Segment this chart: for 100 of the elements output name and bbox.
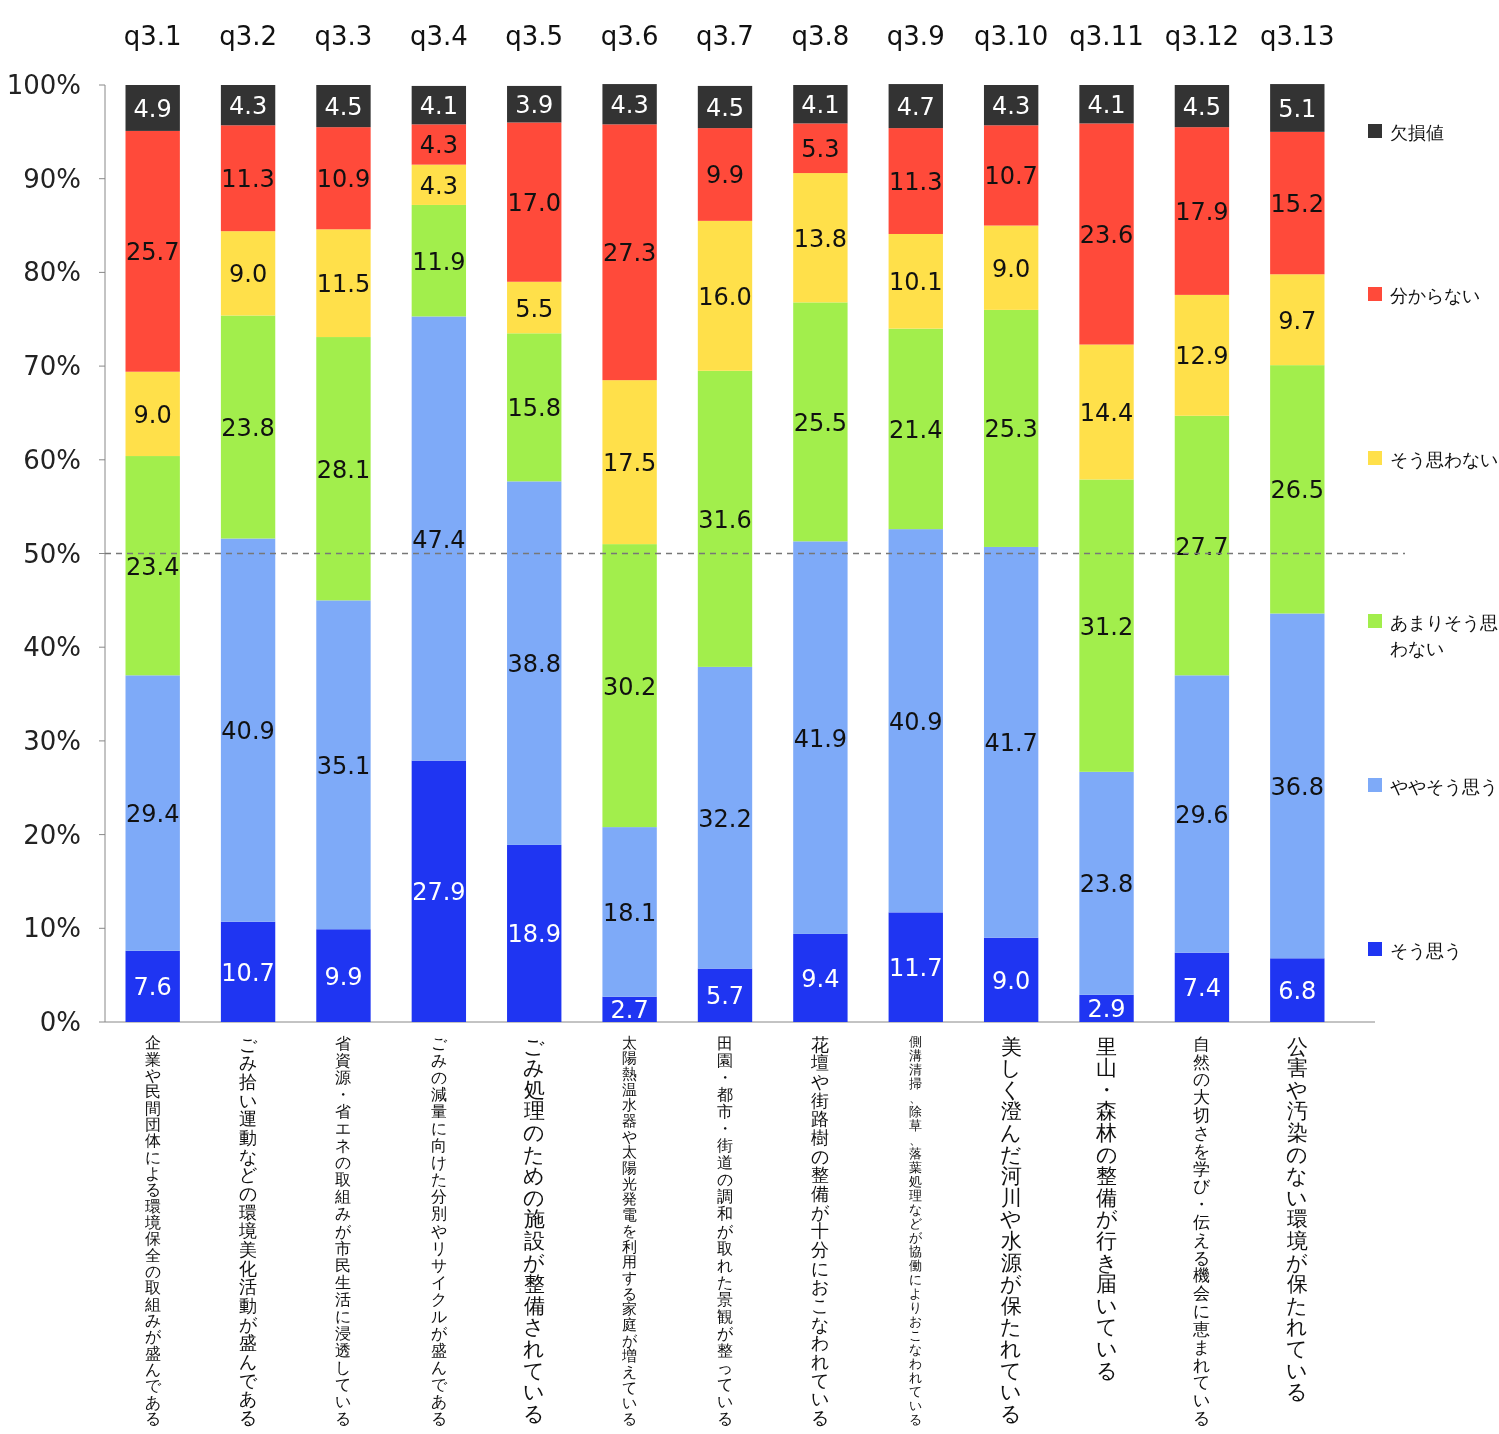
y-tick-label: 30% xyxy=(23,725,81,756)
data-label: 10.1 xyxy=(889,268,943,297)
data-label: 36.8 xyxy=(1270,772,1325,801)
bar xyxy=(220,125,276,232)
data-label: 9.7 xyxy=(1278,306,1317,335)
data-label: 9.9 xyxy=(705,161,745,190)
y-tick-label: 0% xyxy=(39,1007,81,1037)
data-label: 18.9 xyxy=(507,920,561,949)
data-label: 32.2 xyxy=(698,804,752,833)
data-label: 9.0 xyxy=(992,966,1031,995)
data-label: 7.4 xyxy=(1182,974,1222,1003)
bar xyxy=(1174,127,1230,295)
text: q3.5 xyxy=(505,21,564,51)
bar xyxy=(1079,771,1134,995)
bar xyxy=(1079,85,1134,124)
bar xyxy=(1270,274,1325,366)
data-label: 4.3 xyxy=(228,92,268,121)
data-label: 4.1 xyxy=(1087,91,1126,120)
bar xyxy=(697,666,753,969)
y-tick-label: 50% xyxy=(23,538,81,569)
data-label: 4.1 xyxy=(801,91,840,120)
data-label: 4.3 xyxy=(992,92,1031,121)
data-label: 11.5 xyxy=(316,270,371,299)
data-label: 25.5 xyxy=(793,408,848,437)
data-label: 35.1 xyxy=(316,751,371,780)
bar xyxy=(125,130,180,372)
bar xyxy=(1079,344,1134,480)
category-label: 花壇や街路樹の整備が十分におこなわれている xyxy=(811,1033,830,1428)
bar xyxy=(793,302,848,542)
bar xyxy=(888,233,943,329)
text: q3.1 xyxy=(123,21,182,51)
data-label: 15.8 xyxy=(507,394,561,423)
data-label: 13.8 xyxy=(793,224,848,253)
data-label: 2.7 xyxy=(610,996,649,1025)
data-label: 5.7 xyxy=(705,982,745,1011)
data-label: 7.6 xyxy=(133,973,172,1002)
data-label: 5.1 xyxy=(1278,94,1317,123)
data-label: 9.0 xyxy=(992,254,1031,283)
bar xyxy=(411,760,467,1022)
data-label: 9.0 xyxy=(228,260,268,289)
data-label: 29.4 xyxy=(125,800,180,829)
category-label: 里山・森林の整備が行き届いている xyxy=(1095,1034,1118,1383)
legend-label: ややそう思う xyxy=(1390,776,1498,797)
bar xyxy=(316,127,371,230)
legend-label: 分からない xyxy=(1390,285,1480,306)
bar xyxy=(507,844,562,1022)
bar xyxy=(793,85,848,124)
bar xyxy=(125,371,180,457)
bar xyxy=(888,328,943,530)
data-label: 47.4 xyxy=(412,525,466,554)
bar xyxy=(411,316,467,761)
data-label: 4.9 xyxy=(133,94,172,123)
text: q3.12 xyxy=(1164,21,1240,51)
bar xyxy=(316,85,371,128)
data-label: 18.1 xyxy=(602,898,657,927)
y-tick-label: 70% xyxy=(23,351,81,382)
bar xyxy=(602,124,657,381)
category-label: 側溝清掃、除草、落葉処理などが協働によりおこなわれている xyxy=(909,1034,923,1427)
bar xyxy=(1270,84,1325,132)
bar xyxy=(220,231,276,316)
text: q3.2 xyxy=(219,21,278,51)
data-label: 9.4 xyxy=(801,964,840,993)
text: q3.7 xyxy=(696,21,754,51)
text: q3.8 xyxy=(791,21,850,51)
category-label: 田園・都市・街道の調和が取れた景観が整っている xyxy=(717,1034,733,1428)
data-label: 41.9 xyxy=(793,724,848,753)
data-label: 23.8 xyxy=(1079,870,1134,899)
text: q3.10 xyxy=(973,21,1049,51)
bar xyxy=(888,529,943,913)
bar xyxy=(1270,958,1325,1022)
data-label: 11.3 xyxy=(221,165,275,194)
data-label: 2.9 xyxy=(1087,995,1126,1024)
bar xyxy=(983,937,1039,1022)
text: q3.11 xyxy=(1069,21,1144,51)
bar xyxy=(983,546,1039,938)
data-label: 4.5 xyxy=(324,93,363,122)
bar xyxy=(316,337,371,601)
data-label: 40.9 xyxy=(889,707,943,736)
bar xyxy=(888,912,943,1022)
bar xyxy=(793,123,848,174)
y-tick-label: 10% xyxy=(23,913,81,944)
bar xyxy=(220,921,276,1022)
data-label: 27.9 xyxy=(412,878,466,907)
data-label: 25.7 xyxy=(125,238,180,267)
data-label: 5.3 xyxy=(801,135,840,164)
data-label: 3.9 xyxy=(515,91,554,120)
data-label: 4.1 xyxy=(419,92,458,121)
bar xyxy=(1174,294,1230,416)
data-label: 9.0 xyxy=(133,400,172,429)
data-label: 30.2 xyxy=(602,672,657,701)
data-label: 10.7 xyxy=(221,958,275,987)
data-label: 14.4 xyxy=(1079,399,1134,428)
bar xyxy=(1174,675,1230,953)
bar xyxy=(697,370,753,667)
text: q3.3 xyxy=(314,21,373,51)
text: q3.4 xyxy=(409,21,468,51)
bar xyxy=(507,122,562,282)
data-label: 23.6 xyxy=(1079,220,1134,249)
category-label: 省資源・省エネの取組みが市民生活に浸透している xyxy=(335,1034,352,1428)
bar xyxy=(602,827,657,997)
